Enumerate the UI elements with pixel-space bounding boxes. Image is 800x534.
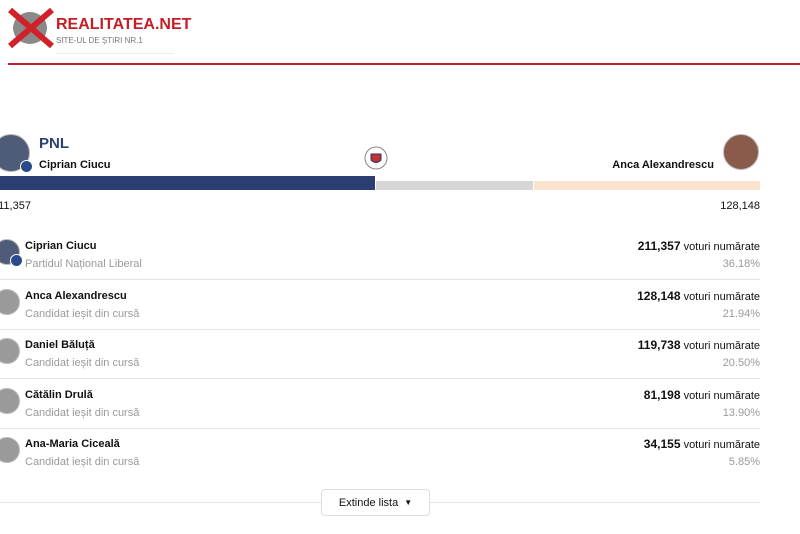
logo-underline: [56, 53, 174, 54]
vote-label: voturi numărate: [683, 439, 760, 451]
vote-count: 128,148: [637, 288, 681, 303]
candidate-avatar: [0, 387, 20, 414]
candidate-party: Candidat ieșit din cursă: [25, 307, 140, 320]
right-avatar: [723, 134, 759, 170]
vote-label: voturi numărate: [683, 241, 760, 253]
left-votes: 211,357: [0, 200, 31, 212]
row-separator: [0, 328, 760, 330]
left-party: PNL: [39, 135, 69, 152]
vote-label: voturi numărate: [683, 389, 760, 402]
candidate-percent: 20.50%: [722, 357, 760, 369]
logo-text: REALITATEA.NET: [56, 16, 192, 33]
candidate-votes: 119,738 voturi numărate: [638, 338, 760, 352]
candidate-party: Candidat ieșit din cursă: [25, 406, 140, 419]
candidate-votes: 128,148 voturi numărate: [637, 289, 760, 303]
candidate-party: Partidul Național Liberal: [25, 258, 142, 270]
candidate-name: Ciprian Ciucu: [25, 240, 97, 252]
bar-left: [0, 176, 375, 190]
candidate-votes: 81,198 voturi numărate: [644, 388, 760, 402]
candidate-avatar: [0, 288, 20, 315]
candidate-avatar: [0, 338, 20, 364]
vote-count: 34,155: [643, 437, 681, 451]
row-separator: [0, 378, 760, 379]
candidate-percent: 13.90%: [722, 406, 760, 419]
row-separator: [0, 279, 760, 280]
candidate-percent: 36.18%: [722, 258, 760, 270]
right-votes: 128,148: [720, 200, 760, 212]
logo-icon: [8, 7, 54, 49]
expand-button[interactable]: Extinde lista ▼: [321, 489, 430, 516]
right-name: Anca Alexandrescu: [612, 159, 714, 171]
vote-label: voturi numărate: [683, 290, 760, 303]
candidate-name: Ana-Maria Ciceală: [25, 438, 120, 450]
header-rule: [8, 63, 800, 65]
candidate-percent: 21.94%: [722, 307, 760, 320]
candidate-name: Daniel Băluță: [25, 339, 95, 351]
vote-count: 81,198: [643, 387, 681, 402]
vote-count: 119,738: [637, 338, 681, 352]
city-crest: [364, 146, 388, 170]
candidate-votes: 211,357 voturi numărate: [638, 239, 760, 253]
candidate-name: Cătălin Drulă: [25, 388, 93, 401]
row-separator: [0, 427, 760, 429]
candidate-votes: 34,155 voturi numărate: [644, 437, 760, 451]
verified-badge: [20, 160, 33, 173]
candidate-percent: 5.85%: [728, 456, 760, 468]
bar-right: [534, 181, 760, 190]
candidate-avatar: [0, 437, 20, 463]
vote-count: 211,357: [637, 239, 681, 253]
bar-middle: [376, 181, 533, 190]
left-name: Ciprian Ciucu: [39, 159, 111, 171]
tagline: SITE-UL DE ȘTIRI NR.1: [56, 36, 143, 45]
candidate-party: Candidat ieșit din cursă: [25, 456, 140, 468]
expand-label[interactable]: Extinde lista: [338, 496, 399, 509]
candidate-name: Anca Alexandrescu: [25, 289, 127, 302]
candidate-party: Candidat ieșit din cursă: [25, 357, 140, 369]
chevron[interactable]: ▼: [404, 498, 413, 507]
vote-label: voturi numărate: [683, 340, 760, 352]
verified-badge: [10, 254, 23, 267]
